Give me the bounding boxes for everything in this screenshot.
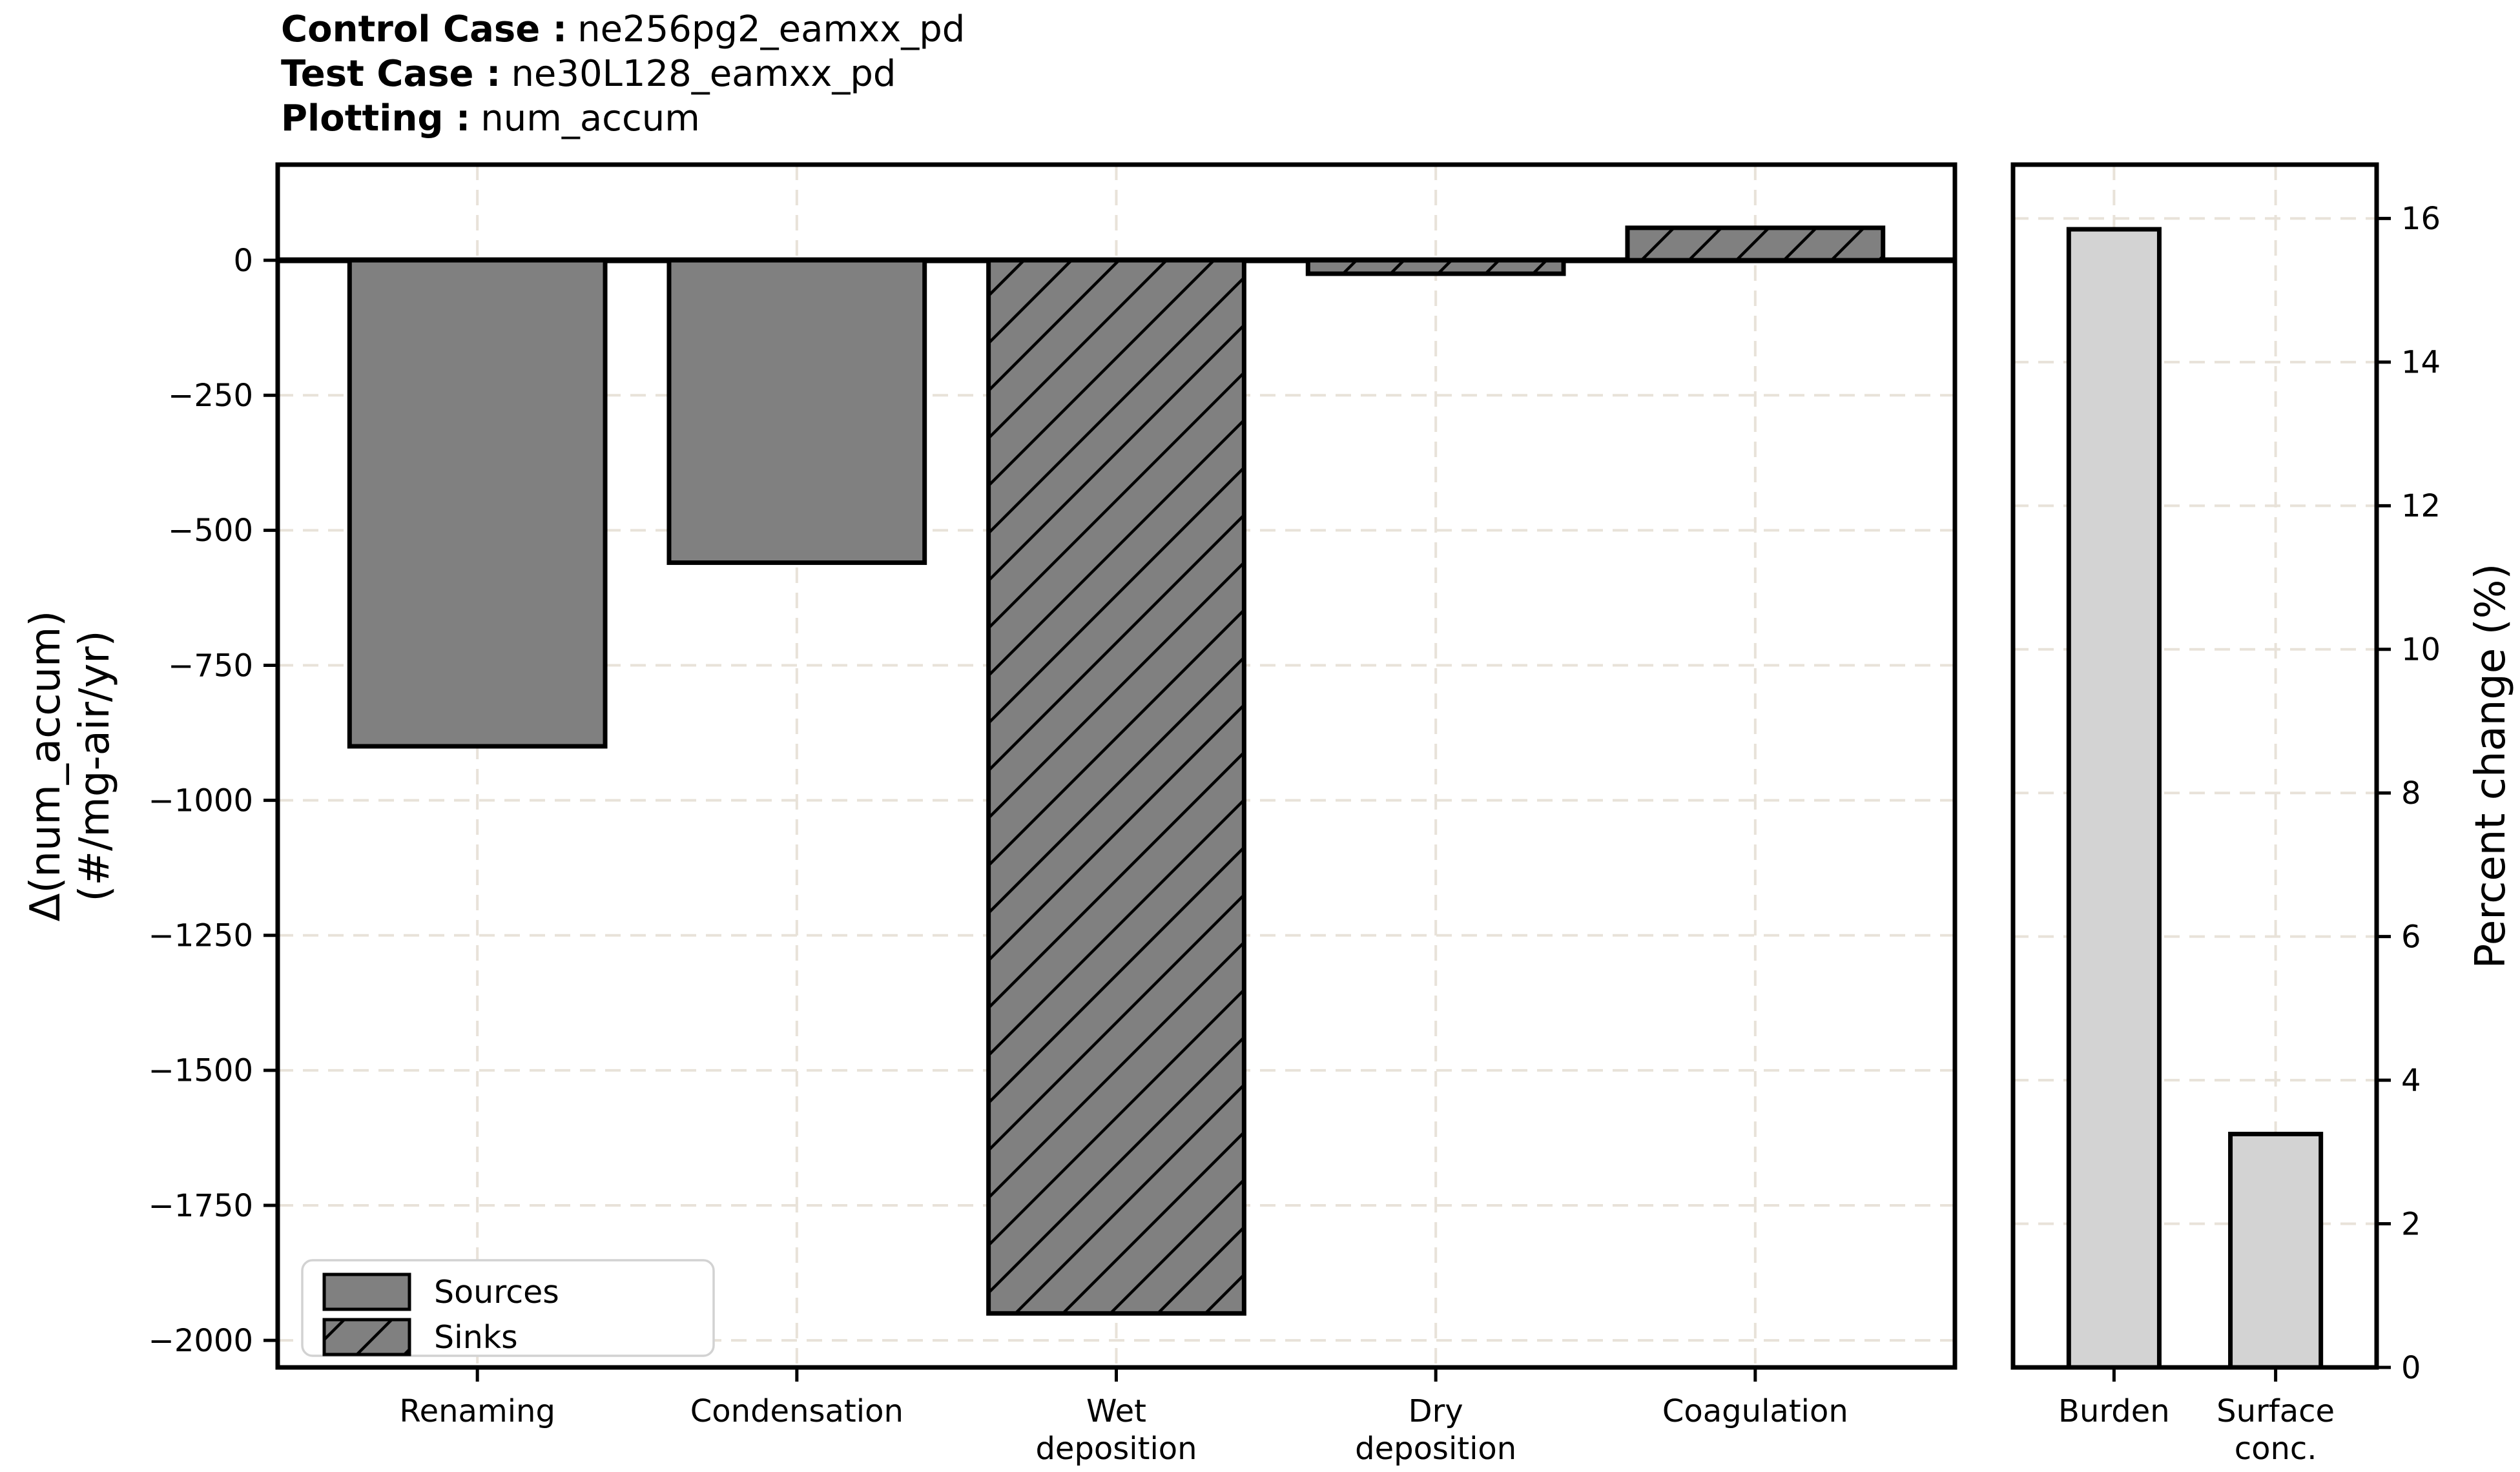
y-tick-label: 12 — [2401, 488, 2441, 524]
y-axis-label: (#/mg-air/yr) — [71, 630, 119, 901]
y-tick-label: 4 — [2401, 1063, 2421, 1099]
flux-bar-chart: 0 −250 −500 −750 −1000 −1250 −1500 −1750 −2000 Re… — [22, 162, 1957, 1467]
plotting-value: num_accum — [480, 97, 699, 139]
test-case-label: Test Case : — [281, 53, 501, 95]
x-tick-label: deposition — [1035, 1431, 1197, 1467]
plotting-line: Plotting : num_accum — [281, 97, 700, 139]
y-tick-label: 2 — [2401, 1206, 2421, 1242]
x-tick-label: deposition — [1355, 1431, 1516, 1467]
y-tick-label: −1000 — [149, 782, 253, 819]
x-tick-label: conc. — [2235, 1431, 2317, 1467]
bar-dry — [1305, 258, 1566, 276]
plotting-label: Plotting : — [281, 97, 470, 139]
y-tick-label: 6 — [2401, 919, 2421, 955]
legend-swatch-sources — [322, 1273, 411, 1311]
y-axis-label: Percent change (%) — [2467, 564, 2515, 969]
y-tick-label: −1500 — [149, 1053, 253, 1089]
control-case-label: Control Case : — [281, 8, 567, 50]
figure-header: Control Case : ne256pg2_eamxx_pd Test Cas… — [281, 8, 965, 139]
bar-coagulation — [1625, 225, 1886, 263]
y-axis-label: Δ(num_accum) — [22, 611, 70, 922]
y-tick-label: 0 — [233, 243, 253, 279]
axes-box — [2010, 162, 2379, 1370]
bar-renaming — [347, 258, 608, 749]
x-tick-label: Condensation — [690, 1393, 904, 1429]
control-case-line: Control Case : ne256pg2_eamxx_pd — [281, 8, 965, 50]
legend-label: Sources — [434, 1274, 559, 1311]
x-tick-label: Renaming — [399, 1393, 555, 1429]
y-tick-label: 10 — [2401, 632, 2441, 668]
control-case-value: ne256pg2_eamxx_pd — [577, 8, 965, 50]
legend: Sources Sinks — [301, 1259, 715, 1357]
bar-burden — [2066, 227, 2162, 1370]
bar-wet — [986, 258, 1246, 1316]
x-tick-label: Wet — [1086, 1393, 1146, 1429]
y-tick-label: 14 — [2401, 345, 2441, 381]
test-case-value: ne30L128_eamxx_pd — [511, 53, 896, 95]
legend-label: Sinks — [434, 1319, 518, 1356]
x-tick-label: Coagulation — [1662, 1393, 1848, 1429]
x-tick-label: Surface — [2216, 1393, 2335, 1429]
x-tick-label: Dry — [1409, 1393, 1463, 1429]
y-tick-label: −500 — [168, 513, 253, 549]
y-tick-label: −2000 — [149, 1323, 253, 1359]
x-tick-label: Burden — [2058, 1393, 2170, 1429]
legend-swatch-sinks — [322, 1318, 411, 1356]
y-tick-label: 16 — [2401, 201, 2441, 237]
y-tick-label: −1750 — [149, 1188, 253, 1224]
y-tick-label: 0 — [2401, 1350, 2421, 1386]
test-case-line: Test Case : ne30L128_eamxx_pd — [281, 53, 896, 95]
y-tick-label: 8 — [2401, 775, 2421, 812]
y-tick-label: −750 — [168, 648, 253, 684]
bar-surface — [2228, 1132, 2324, 1370]
y-tick-label: −250 — [168, 378, 253, 414]
y-tick-label: −1250 — [149, 918, 253, 954]
bar-condensation — [666, 258, 927, 566]
